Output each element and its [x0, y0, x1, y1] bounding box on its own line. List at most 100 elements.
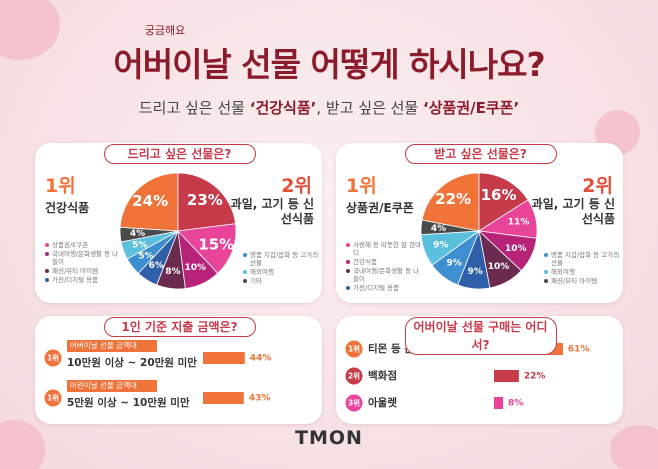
rank-badge [44, 389, 62, 407]
value-label: 10% [185, 263, 207, 273]
category-tag-text: 어버이날 선물 금액대 [70, 340, 137, 350]
value-label: 5% [132, 240, 147, 250]
legend-item: 건강식품 [346, 258, 424, 266]
rank-category: 건강식품 [45, 201, 90, 215]
pie-slice [420, 219, 480, 236]
value-label: 24% [132, 192, 168, 210]
value-label: 44% [250, 354, 272, 364]
value-label: 5% [138, 251, 153, 261]
rank-label: 1위 [346, 175, 377, 197]
legend-item: 명품 지갑/잡화 등 고가의 선물 [243, 251, 321, 267]
legend: 사랑해 등 따뜻한 말 한마디 건강식품 국내여행/문화생활 등 나들이 가전/디지털… [346, 241, 424, 293]
legend-item: 사랑해 등 따뜻한 말 한마디 [346, 241, 424, 257]
bar [494, 397, 504, 409]
legend-item: 가전/디지털 용품 [45, 276, 123, 284]
value-label: 61% [568, 345, 590, 355]
rank-label: 1위 [47, 393, 59, 403]
legend-swatch [243, 270, 247, 274]
value-label: 11% [508, 218, 530, 228]
legend-text: 패션/뷰티 아이템 [551, 277, 598, 285]
subtitle-highlight: ‘상품권/E쿠폰’ [423, 99, 520, 117]
value-label: 22% [435, 190, 471, 208]
legend: 명품 지갑/잡화 등 고가의 선물 해외여행 패션/뷰티 아이템 [544, 251, 622, 286]
legend-swatch [45, 269, 49, 273]
value-label: 6% [149, 261, 164, 271]
logo: TMON [295, 427, 363, 449]
value-label: 10% [505, 244, 527, 254]
value-label: 22% [524, 372, 546, 382]
legend-text: 명품 지갑/잡화 등 고가의 선물 [551, 251, 620, 267]
value-label: 15% [198, 235, 234, 253]
legend-item: 국내여행/문화생활 등 나들이 [45, 250, 123, 266]
value-label: 23% [187, 191, 223, 209]
pie-slice [421, 172, 480, 232]
category-label: 10만원 이상 ~ 20만원 미만 [67, 356, 197, 369]
legend: 상품권/E쿠폰 국내여행/문화생활 등 나들이 패션/뷰티 아이템 가전/디지털 용품 [45, 241, 123, 285]
pie-slice [478, 172, 529, 232]
value-label: 4% [431, 224, 446, 234]
rank-label: 1위 [45, 175, 76, 197]
rank-category: 과일, 고기 등 신선식품 [230, 197, 314, 226]
panel-title: 1인 기준 지출 금액은? [103, 317, 256, 337]
category-tag-text: 어린이날 선물 금액대 [70, 380, 137, 390]
pie-slice [177, 172, 236, 232]
legend-text: 패션/뷰티 아이템 [52, 267, 99, 275]
category-tag [67, 380, 157, 392]
pie-slice [177, 223, 237, 274]
value-label: 8% [508, 399, 523, 409]
rank-category: 상품권/E쿠폰 [346, 201, 414, 215]
subtitle: 드리고 싶은 선물 ‘건강식품’, 받고 싶은 선물 ‘상품권/E쿠폰’ [0, 97, 658, 118]
rank-badge [345, 394, 363, 412]
value-label: 9% [468, 267, 483, 277]
category-label: 백화점 [368, 369, 397, 382]
legend-text: 가전/디지털 용품 [353, 284, 400, 292]
legend-swatch [45, 278, 49, 282]
rank-label: 2위 [348, 371, 360, 381]
panel-title: 받고 싶은 선물은? [404, 144, 557, 164]
legend-item: 패션/뷰티 아이템 [45, 267, 123, 275]
category-tag [67, 340, 157, 352]
legend-swatch [243, 253, 247, 257]
legend-item: 가전/디지털 용품 [346, 284, 424, 292]
legend-swatch [346, 286, 350, 290]
legend-item: 국내여행/문화생활 등 나들이 [346, 267, 424, 283]
value-label: 4% [130, 229, 145, 239]
legend-text: 명품 지갑/잡화 등 고가의 선물 [250, 251, 319, 267]
legend-text: 건강식품 [353, 258, 377, 266]
subtitle-text: , 받고 싶은 선물 [316, 99, 424, 117]
legend-swatch [544, 253, 548, 257]
legend-text: 상품권/E쿠폰 [52, 241, 89, 249]
legend-swatch [544, 279, 548, 283]
legend-swatch [45, 252, 49, 256]
legend-text: 가전/디지털 용품 [52, 276, 99, 284]
legend-item: 패션/뷰티 아이템 [544, 277, 622, 285]
legend-text: 국내여행/문화생활 등 나들이 [52, 250, 119, 266]
subtitle-text: 드리고 싶은 선물 [138, 99, 250, 117]
legend-swatch [544, 270, 548, 274]
legend-text: 기타 [250, 277, 262, 285]
rank-label: 2위 [582, 175, 613, 197]
legend-text: 국내여행/문화생활 등 나들이 [353, 267, 420, 283]
rank-badge [345, 340, 363, 358]
legend-text: 사랑해 등 따뜻한 말 한마디 [353, 241, 422, 257]
rank-badge [44, 349, 62, 367]
value-label: 43% [249, 394, 271, 404]
panel-title: 드리고 싶은 선물은? [103, 144, 256, 164]
legend-item: 해외여행 [544, 268, 622, 276]
rank-label: 1위 [47, 353, 59, 363]
rank-badge [345, 367, 363, 385]
legend: 명품 지갑/잡화 등 고가의 선물 해외여행 기타 [243, 251, 321, 286]
header-tag: 궁금해요 [144, 24, 186, 37]
panel-title: 어버이날 선물 구매는 어디서? [404, 317, 557, 355]
pie-slice [119, 172, 179, 232]
value-label: 9% [433, 240, 448, 250]
legend-item: 상품권/E쿠폰 [45, 241, 123, 249]
pie-chart: 24% 23%15%10%8%6%5%5%4% [119, 172, 237, 290]
value-label: 16% [481, 186, 517, 204]
legend-item: 해외여행 [243, 268, 321, 276]
rank-label: 1위 [348, 344, 360, 354]
title: 어버이날 선물 어떻게 하시나요? [113, 45, 545, 84]
legend-item: 기타 [243, 277, 321, 285]
